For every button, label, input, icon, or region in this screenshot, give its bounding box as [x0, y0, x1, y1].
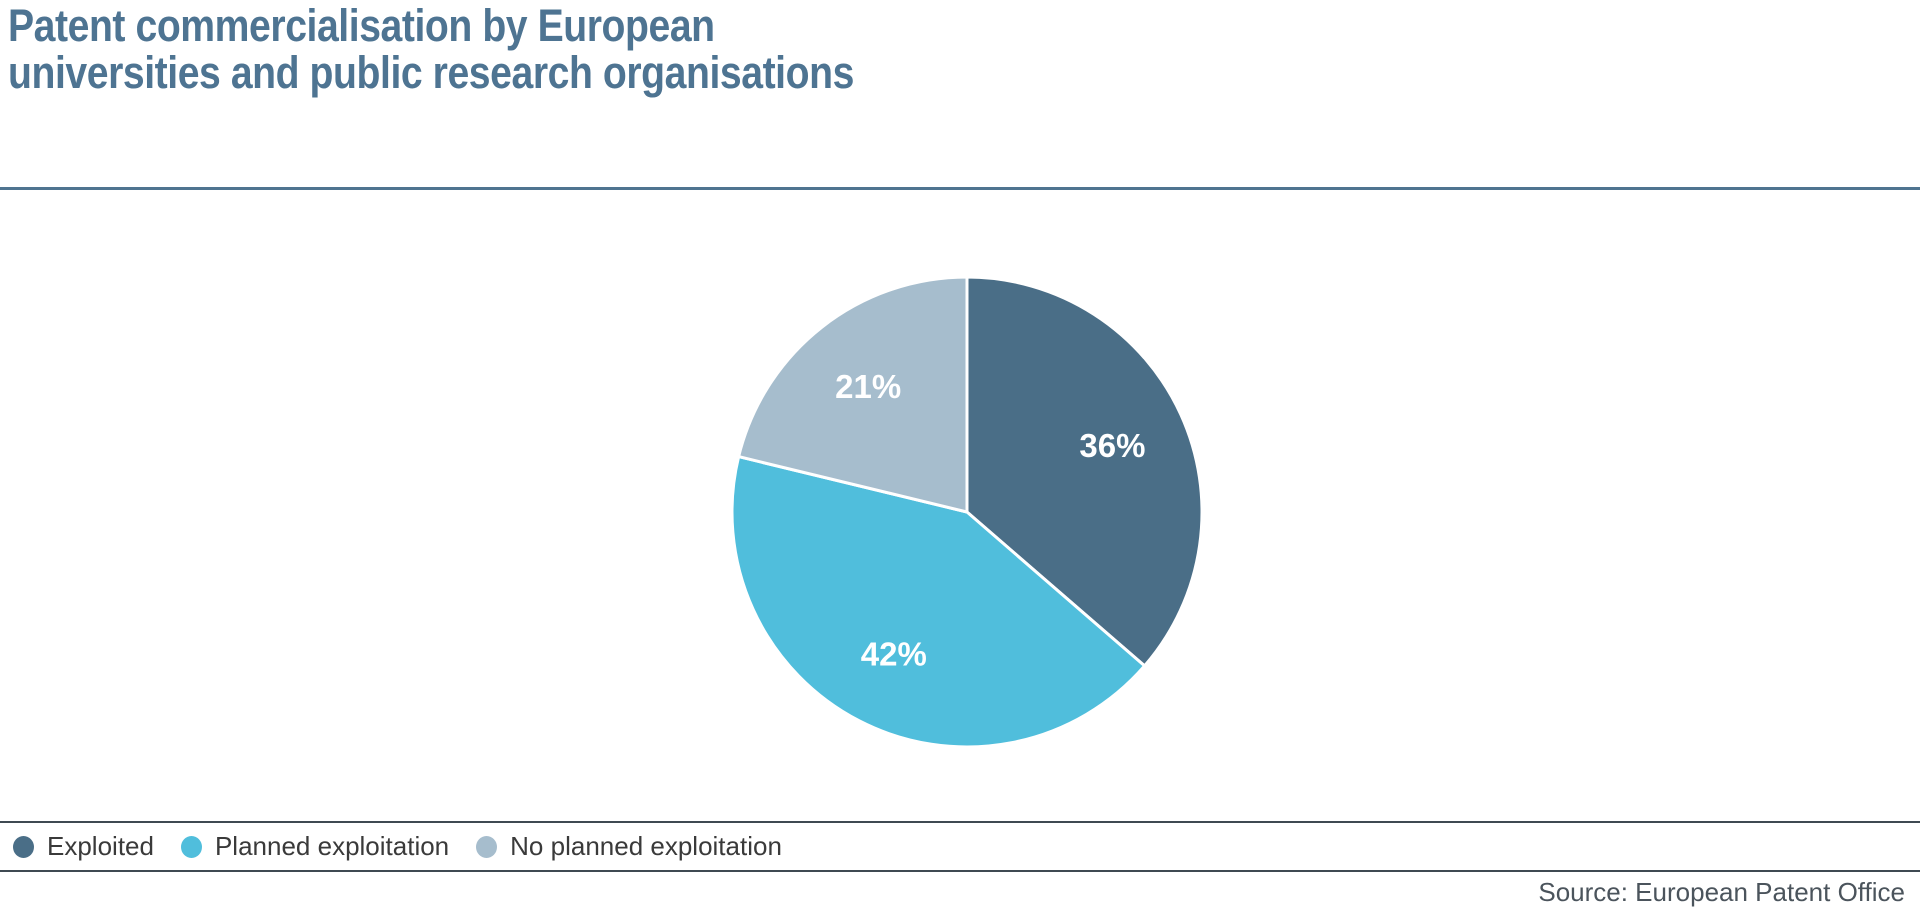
source-attribution: Source: European Patent Office [1538, 877, 1905, 907]
chart-legend: Exploited Planned exploitation No planned … [0, 821, 1920, 872]
pie-slice-value-label-planned-exploitation: 42% [861, 636, 927, 673]
legend-item-exploited: Exploited [13, 831, 154, 862]
legend-item-planned-exploitation: Planned exploitation [180, 831, 450, 862]
legend-label-exploited: Exploited [47, 831, 154, 861]
header-divider-rule [0, 187, 1920, 190]
legend-dot-icon-planned-exploitation [180, 835, 202, 858]
pie-slice-planned-exploitation [730, 455, 1147, 749]
pie-slice-no-planned-exploitation [737, 275, 969, 514]
legend-label-no-planned-exploitation: No planned exploitation [510, 831, 782, 861]
page-title-line-1: Patent commercialisation by European [8, 0, 715, 51]
legend-dot-icon-exploited [13, 835, 34, 858]
legend-dot-icon-no-planned-exploitation [476, 835, 498, 858]
pie-slice-value-label-exploited: 36% [1079, 427, 1145, 464]
pie-slice-exploited [965, 275, 1204, 668]
legend-label-planned-exploitation: Planned exploitation [214, 831, 450, 861]
pie-chart: 36% 42% 21% [727, 272, 1207, 752]
page-title-line-2: universities and public research organis… [8, 47, 854, 98]
page-title: Patent commercialisation by European uni… [8, 2, 854, 96]
legend-item-no-planned-exploitation: No planned exploitation [476, 831, 782, 862]
pie-chart-svg: 36% 42% 21% [730, 275, 1204, 749]
pie-slice-value-label-no-planned-exploitation: 21% [835, 368, 901, 405]
